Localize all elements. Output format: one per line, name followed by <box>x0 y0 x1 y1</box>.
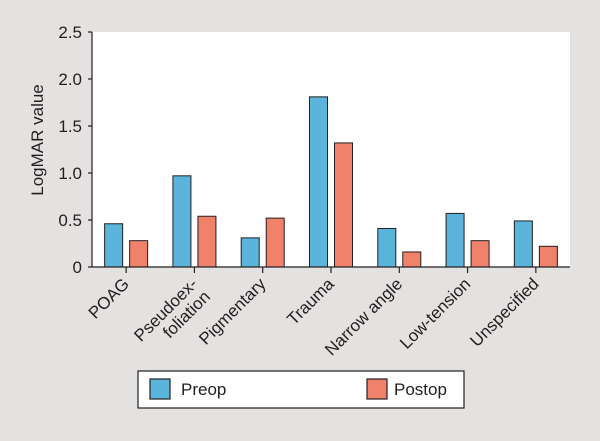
legend-swatch-postop <box>366 378 388 400</box>
x-tick-label: POAG <box>85 274 133 322</box>
x-tick-label: Pigmentary <box>195 274 270 349</box>
y-tick-label: 0 <box>73 258 82 277</box>
bar-preop <box>309 96 328 268</box>
legend-label-postop: Postop <box>394 380 447 399</box>
bar-postop <box>334 142 353 268</box>
bar-postop <box>265 217 285 268</box>
bar-preop <box>445 212 465 268</box>
x-tick-label: Trauma <box>283 274 338 329</box>
plot-area <box>92 32 570 267</box>
y-tick-label: 2.5 <box>58 23 82 42</box>
bar-postop <box>197 215 217 268</box>
x-tick-label: Pseudoex-foliation <box>130 274 214 358</box>
x-tick-label: Unspecified <box>466 274 542 350</box>
bar-postop <box>402 251 422 268</box>
bar-preop <box>513 220 533 268</box>
bar-preop <box>172 175 192 268</box>
y-tick-label: 1.0 <box>58 164 82 183</box>
bar-preop <box>240 237 260 268</box>
x-tick-label: Low-tension <box>396 274 474 352</box>
bar-postop <box>129 240 149 268</box>
bars-group <box>104 96 558 268</box>
y-tick-label: 1.5 <box>58 117 82 136</box>
bar-preop <box>104 223 124 268</box>
legend-box <box>137 370 465 409</box>
y-tick-label: 0.5 <box>58 211 82 230</box>
legend-swatch-preop <box>149 378 171 400</box>
y-tick-label: 2.0 <box>58 70 82 89</box>
y-ticks-group: 0 0.5 1.0 1.5 2.0 2.5 <box>58 23 92 277</box>
y-axis-title: LogMAR value <box>28 84 47 196</box>
bar-postop <box>470 240 490 268</box>
bar-postop <box>538 245 558 268</box>
legend-label-preop: Preop <box>181 380 226 399</box>
legend: Preop Postop <box>137 370 465 409</box>
bar-preop <box>377 227 397 268</box>
